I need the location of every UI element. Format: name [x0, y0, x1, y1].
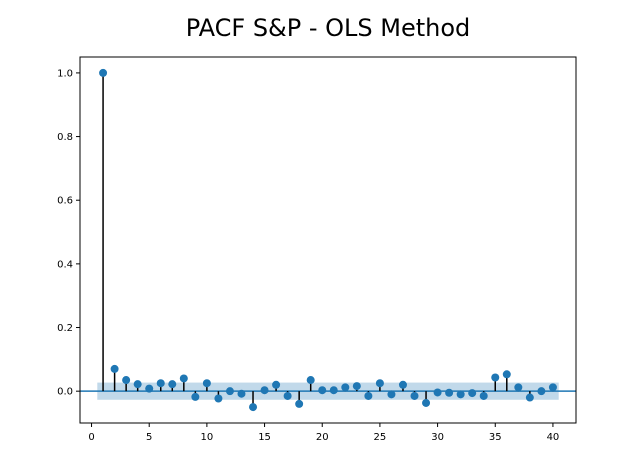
y-tick-label: 0.2 [57, 323, 73, 334]
data-point [225, 387, 234, 396]
data-point [202, 379, 211, 388]
data-point [122, 376, 131, 385]
y-tick-label: 0.8 [57, 132, 73, 143]
data-point [491, 373, 500, 382]
x-tick-label: 15 [258, 432, 271, 443]
data-point [156, 379, 165, 388]
marker-layer [99, 68, 557, 412]
x-tick-label: 5 [146, 432, 152, 443]
x-tick-label: 0 [88, 432, 94, 443]
x-tick-label: 35 [489, 432, 502, 443]
y-tick-label: 0.6 [57, 196, 73, 207]
y-tick-label: 0.4 [57, 259, 73, 270]
data-point [168, 380, 177, 389]
y-tick-label: 1.0 [57, 68, 73, 79]
x-tick-label: 40 [547, 432, 560, 443]
data-point [537, 387, 546, 396]
data-point [237, 389, 246, 398]
data-point [295, 399, 304, 408]
x-tick-label: 25 [374, 432, 387, 443]
data-point [456, 390, 465, 399]
data-point [479, 391, 488, 400]
data-point [145, 384, 154, 393]
data-point [387, 390, 396, 399]
chart-title: PACF S&P - OLS Method [185, 14, 471, 42]
plot-frame [79, 56, 577, 424]
data-point [364, 391, 373, 400]
data-point [398, 380, 407, 389]
data-point [422, 398, 431, 407]
data-point [318, 386, 327, 395]
data-point [468, 389, 477, 398]
data-point [548, 383, 557, 392]
data-point [433, 388, 442, 397]
data-point [352, 382, 361, 391]
data-point [133, 380, 142, 389]
stem-layer [102, 72, 554, 408]
data-point [375, 379, 384, 388]
x-tick-label: 30 [431, 432, 444, 443]
data-point [179, 374, 188, 383]
data-point [191, 392, 200, 401]
data-point [283, 391, 292, 400]
tick-layer: 0 5 10 15 20 25 30 35 40 0.0 0.2 0.4 0.6 0.8 1.0 [57, 68, 559, 443]
data-point [214, 394, 223, 403]
data-point [99, 68, 108, 77]
data-point [445, 388, 454, 397]
data-point [525, 393, 534, 402]
data-point [249, 403, 258, 412]
data-point [306, 376, 315, 385]
data-point [514, 383, 523, 392]
data-point [410, 391, 419, 400]
data-point [502, 370, 511, 379]
y-tick-label: 0.0 [57, 387, 73, 398]
data-point [260, 386, 269, 395]
axes-layer [79, 56, 577, 424]
data-point [272, 380, 281, 389]
data-point [341, 383, 350, 392]
data-point [110, 364, 119, 373]
x-tick-label: 10 [201, 432, 214, 443]
data-point [329, 386, 338, 395]
x-tick-label: 20 [316, 432, 329, 443]
